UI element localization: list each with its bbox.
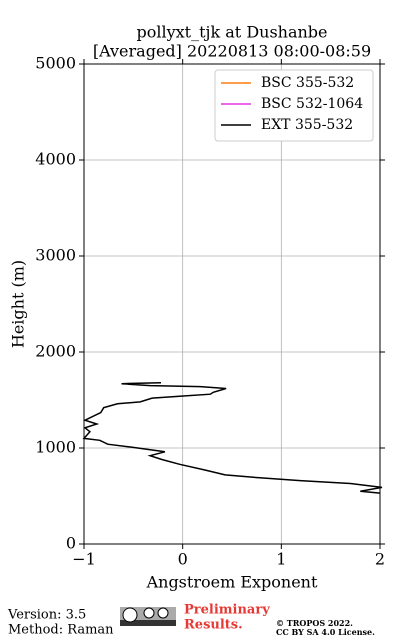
y-axis-label: Height (m) bbox=[9, 260, 28, 348]
legend-label: BSC 355-532 bbox=[261, 75, 354, 91]
y-tick-label: 2000 bbox=[35, 342, 76, 361]
method: Method: Raman bbox=[8, 623, 114, 638]
y-tick-label: 3000 bbox=[35, 246, 76, 265]
legend-label: EXT 355-532 bbox=[261, 117, 353, 133]
x-tick-label: 1 bbox=[276, 550, 286, 569]
copyright: CC BY SA 4.0 License. bbox=[276, 627, 375, 637]
x-tick-label: 0 bbox=[178, 550, 188, 569]
plot-frame bbox=[83, 63, 381, 545]
y-tick-label: 0 bbox=[66, 534, 76, 553]
copyright: © TROPOS 2022. bbox=[276, 618, 353, 628]
version: Version: 3.5 bbox=[7, 608, 86, 623]
x-tick-label: 2 bbox=[375, 550, 385, 569]
logo-circle bbox=[143, 607, 155, 619]
chart-title: [Averaged] 20220813 08:00-08:59 bbox=[93, 42, 371, 61]
logo-circle bbox=[122, 607, 138, 623]
y-tick-label: 4000 bbox=[35, 150, 76, 169]
status: Preliminary bbox=[184, 603, 270, 618]
y-tick-label: 1000 bbox=[35, 438, 76, 457]
data-line bbox=[82, 381, 383, 494]
status: Results. bbox=[184, 618, 243, 633]
chart-title: pollyxt_tjk at Dushanbe bbox=[136, 23, 327, 42]
logo bbox=[120, 607, 176, 626]
legend-box bbox=[214, 69, 374, 142]
x-tick-label: −1 bbox=[72, 550, 96, 569]
y-tick-label: 5000 bbox=[35, 54, 76, 73]
legend-label: BSC 532-1064 bbox=[261, 96, 363, 112]
x-axis-label: Angstroem Exponent bbox=[146, 573, 318, 592]
logo-band bbox=[120, 620, 176, 626]
logo-circle bbox=[157, 607, 169, 619]
